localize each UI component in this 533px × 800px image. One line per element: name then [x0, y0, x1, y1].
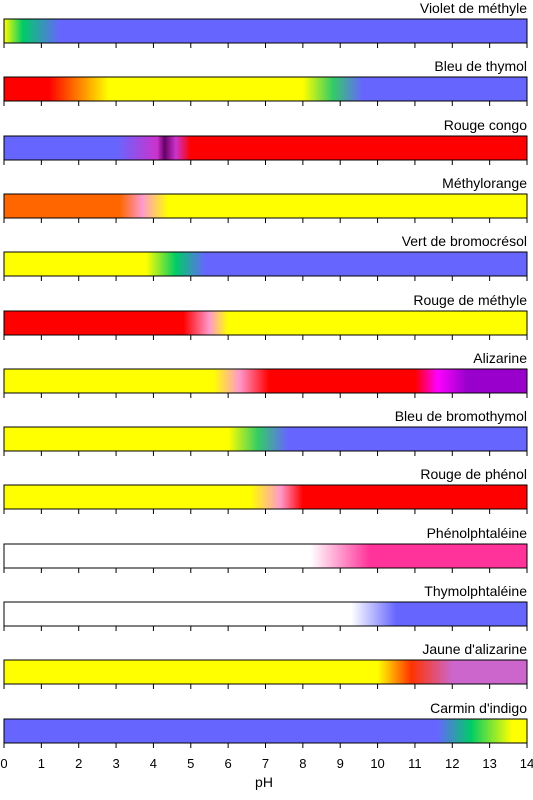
indicator-row-bleu-de-bromothymol: Bleu de bromothymol — [3, 408, 528, 456]
x-tick-label: 5 — [187, 756, 194, 771]
x-tick-label: 14 — [520, 756, 533, 771]
x-tick-label: 3 — [112, 756, 119, 771]
indicator-color-bar — [3, 484, 528, 510]
indicator-row-vert-de-bromocresol: Vert de bromocrésol — [3, 233, 528, 281]
x-axis-title: pH — [255, 774, 273, 790]
indicator-row-rouge-congo: Rouge congo — [3, 117, 528, 165]
x-tick-label: 8 — [299, 756, 306, 771]
indicator-label: Bleu de thymol — [434, 58, 527, 74]
indicator-row-alizarine: Alizarine — [3, 350, 528, 398]
x-tick-label: 0 — [0, 756, 7, 771]
indicator-label: Carmin d'indigo — [430, 700, 527, 716]
indicator-color-bar — [3, 251, 528, 277]
indicator-row-rouge-de-methyle: Rouge de méthyle — [3, 292, 528, 340]
indicator-label: Jaune d'alizarine — [422, 641, 527, 657]
x-tick-labels: 0 1 2 3 4 5 6 7 8 9 10 11 12 13 14 — [0, 756, 533, 771]
x-tick-label: 2 — [75, 756, 82, 771]
x-tick-label: 12 — [445, 756, 459, 771]
indicator-row-carmin-d-indigo: Carmin d'indigo — [3, 700, 528, 748]
indicator-color-bar — [3, 18, 528, 44]
indicator-row-rouge-de-phenol: Rouge de phénol — [3, 466, 528, 514]
x-tick-label: 7 — [262, 756, 269, 771]
indicator-color-bar — [3, 659, 528, 685]
indicator-row-phenolphtaleine: Phénolphtaléine — [3, 525, 528, 573]
x-tick-label: 13 — [482, 756, 496, 771]
indicator-color-bar — [3, 135, 528, 161]
indicator-color-bar — [3, 543, 528, 569]
indicator-color-bar — [3, 193, 528, 219]
indicator-label: Vert de bromocrésol — [402, 233, 527, 249]
indicator-label: Rouge congo — [444, 117, 528, 133]
indicator-color-bar — [3, 718, 528, 744]
x-tick-label: 6 — [225, 756, 232, 771]
x-tick-label: 11 — [408, 756, 422, 771]
x-tick-label: 1 — [38, 756, 45, 771]
indicator-label: Rouge de méthyle — [413, 292, 527, 308]
x-tick-label: 10 — [370, 756, 384, 771]
indicator-row-methylorange: Méthylorange — [3, 175, 528, 223]
indicator-color-bar — [3, 76, 528, 102]
indicator-row-thymolphtaleine: Thymolphtaléine — [3, 583, 528, 631]
indicator-label: Violet de méthyle — [420, 0, 527, 16]
indicator-color-bar — [3, 368, 528, 394]
indicator-color-bar — [3, 426, 528, 452]
indicator-row-violet-de-methyle: Violet de méthyle — [3, 0, 528, 48]
indicator-label: Phénolphtaléine — [427, 525, 528, 541]
x-tick-label: 9 — [337, 756, 344, 771]
indicator-rows: Violet de méthyle Bleu de thymol Rouge con… — [3, 0, 528, 748]
indicator-label: Rouge de phénol — [420, 466, 527, 482]
indicator-label: Méthylorange — [442, 175, 527, 191]
x-tick-label: 4 — [150, 756, 157, 771]
indicator-label: Thymolphtaléine — [424, 583, 527, 599]
indicator-color-bar — [3, 601, 528, 627]
indicator-label: Alizarine — [473, 350, 527, 366]
indicator-label: Bleu de bromothymol — [395, 408, 527, 424]
indicator-row-bleu-de-thymol: Bleu de thymol — [3, 58, 528, 106]
indicator-color-bar — [3, 310, 528, 336]
indicator-row-jaune-d-alizarine: Jaune d'alizarine — [3, 641, 528, 689]
